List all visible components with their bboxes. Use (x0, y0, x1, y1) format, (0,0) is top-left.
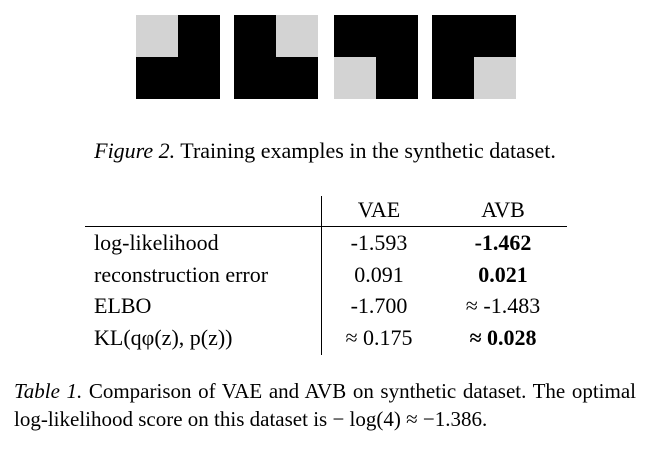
tile-2 (234, 15, 318, 99)
tile-4-bottom-right (474, 57, 516, 99)
tile-3-bottom-right (376, 57, 418, 99)
tile-2-top-left (234, 15, 276, 57)
cell-vae-reconstruction-error: 0.091 (354, 262, 404, 287)
cell-avb-log-likelihood: -1.462 (474, 230, 532, 255)
tile-3-bottom-left (334, 57, 376, 99)
tile-3-top-left (334, 15, 376, 57)
tile-1-top-left (136, 15, 178, 57)
tile-1-top-right (178, 15, 220, 57)
cell-vae-elbo: -1.700 (350, 293, 408, 318)
cell-vae-kl: ≈ 0.175 (345, 325, 413, 350)
tile-4-top-right (474, 15, 516, 57)
table-caption-text: Comparison of VAE and AVB on synthetic d… (14, 379, 636, 431)
tile-2-top-right (276, 15, 318, 57)
figure-caption-text: Training examples in the synthetic datas… (175, 138, 556, 163)
tile-4-bottom-left (432, 57, 474, 99)
table-vertical-rule (321, 196, 322, 355)
header-vae: VAE (357, 197, 401, 222)
figure-caption: Figure 2. Training examples in the synth… (0, 138, 650, 164)
tile-3-top-right (376, 15, 418, 57)
row-label-reconstruction-error: reconstruction error (94, 262, 269, 287)
row-label-log-likelihood: log-likelihood (94, 230, 219, 255)
figure-caption-label: Figure 2. (94, 138, 176, 163)
table-header-rule (85, 226, 567, 227)
tile-2-bottom-right (276, 57, 318, 99)
table-caption-label: Table 1. (14, 379, 83, 403)
table-caption: Table 1. Comparison of VAE and AVB on sy… (14, 377, 636, 433)
tile-1-bottom-right (178, 57, 220, 99)
tile-1-bottom-left (136, 57, 178, 99)
cell-avb-reconstruction-error: 0.021 (478, 262, 528, 287)
figure-2-tiles (136, 15, 516, 99)
header-avb: AVB (481, 197, 525, 222)
tile-2-bottom-left (234, 57, 276, 99)
row-label-elbo: ELBO (94, 293, 152, 318)
tile-1 (136, 15, 220, 99)
cell-avb-kl: ≈ 0.028 (469, 325, 537, 350)
tile-3 (334, 15, 418, 99)
tile-4-top-left (432, 15, 474, 57)
cell-vae-log-likelihood: -1.593 (350, 230, 408, 255)
row-label-kl: KL(qφ(z), p(z)) (94, 325, 233, 350)
cell-avb-elbo: ≈ -1.483 (465, 293, 541, 318)
tile-4 (432, 15, 516, 99)
